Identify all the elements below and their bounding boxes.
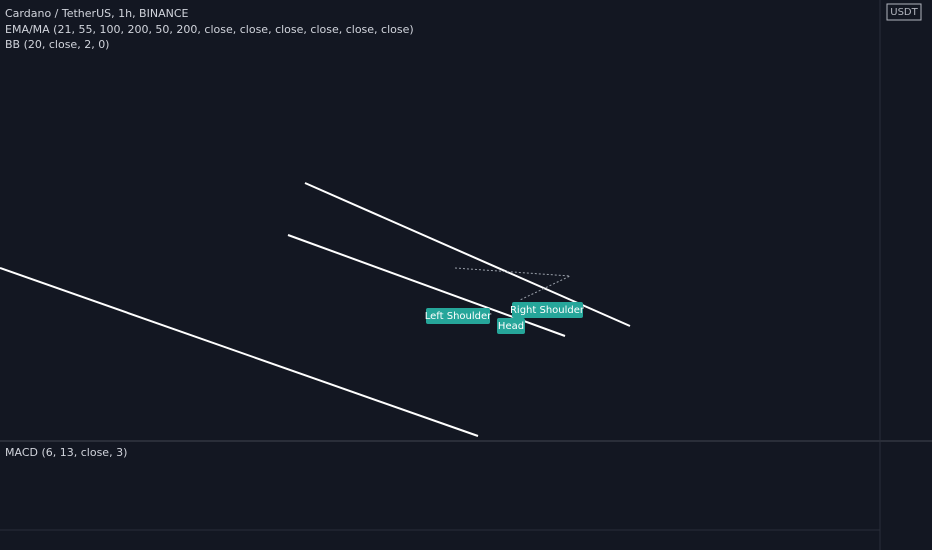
trend-line bbox=[0, 267, 479, 437]
triangle-line bbox=[454, 267, 572, 301]
pattern-label-box bbox=[426, 308, 490, 324]
currency-box[interactable] bbox=[886, 3, 922, 21]
pattern-label: Head bbox=[498, 321, 524, 332]
currency[interactable]: USDT bbox=[890, 7, 918, 18]
indicator-label: MACD (6, 13, close, 3) bbox=[5, 446, 127, 459]
chart-title: Cardano / TetherUS, 1h, BINANCE bbox=[5, 7, 189, 20]
indicator-label: BB (20, close, 2, 0) bbox=[5, 38, 109, 51]
pattern-label: Left Shoulder bbox=[425, 311, 492, 322]
pattern-label-box bbox=[512, 302, 583, 318]
pattern-label-box bbox=[497, 318, 525, 334]
indicator-label: EMA/MA (21, 55, 100, 200, 50, 200, close… bbox=[5, 23, 414, 36]
pattern-label: Right Shoulder bbox=[510, 305, 585, 316]
